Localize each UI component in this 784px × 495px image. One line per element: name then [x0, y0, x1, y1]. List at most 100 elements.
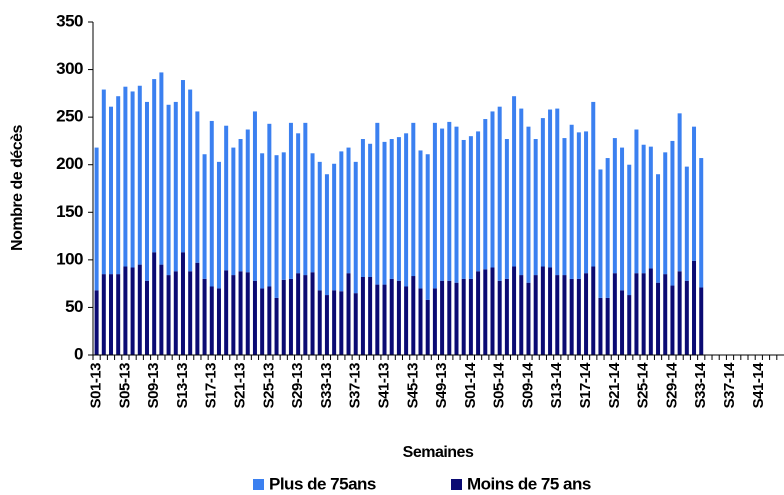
bar-segment [677, 113, 682, 272]
x-tick-label: S45-13 [404, 363, 421, 409]
bar-segment [123, 266, 128, 355]
bar-segment [684, 280, 689, 355]
bar-segment [490, 267, 495, 355]
bar-segment [454, 126, 459, 283]
bar-segment [382, 141, 387, 285]
x-tick-label: S09-13 [145, 363, 162, 409]
bar-segment [346, 273, 351, 355]
bar-segment [699, 158, 704, 288]
bar-segment [576, 278, 581, 355]
bar-segment [209, 286, 214, 355]
bar-segment [396, 137, 401, 281]
bar-segment [317, 290, 322, 355]
bar-segment [598, 297, 603, 355]
bar-segment [612, 273, 617, 355]
bar-segment [245, 129, 250, 273]
bar-segment [353, 293, 358, 355]
bar-segment [396, 280, 401, 355]
bar-segment [670, 140, 675, 286]
x-tick-label: S21-14 [606, 362, 623, 409]
x-tick-label: S05-13 [116, 363, 133, 409]
bar-segment [576, 132, 581, 279]
bar-segment [404, 286, 409, 355]
bar-segment [130, 91, 135, 268]
bar-segment [389, 139, 394, 279]
bar-segment [641, 273, 646, 355]
bar-segment [144, 101, 149, 281]
bar-segment [274, 155, 279, 298]
bar-segment [432, 122, 437, 289]
bar-segment [252, 280, 257, 355]
bar-segment [447, 280, 452, 355]
bar-segment [677, 271, 682, 355]
bar-segment [231, 147, 236, 276]
bar-segment [490, 111, 495, 268]
bar-segment [238, 271, 243, 355]
bar-segment [346, 147, 351, 274]
bar-segment [634, 129, 639, 274]
bar-segment [116, 96, 121, 275]
bar-segment [281, 279, 286, 355]
bar-segment [425, 299, 430, 355]
bar-segment [101, 89, 106, 275]
bar-segment [173, 101, 178, 272]
bar-segment [166, 104, 171, 276]
bar-segment [231, 275, 236, 355]
bar-segment [137, 264, 142, 355]
bar-segment [627, 164, 632, 296]
bar-segment [569, 278, 574, 355]
bar-segment [526, 282, 531, 355]
bar-segment [497, 280, 502, 355]
bar-segment [411, 122, 416, 277]
bar-segment [591, 101, 596, 267]
bar-segment [375, 122, 380, 285]
bar-segment [296, 133, 301, 274]
bar-segment [360, 139, 365, 277]
bar-segment [180, 80, 185, 253]
bar-segment [389, 278, 394, 355]
x-tick-label: S05-14 [491, 362, 508, 409]
bar-segment [296, 273, 301, 355]
bar-segment [152, 79, 157, 253]
bar-segment [310, 272, 315, 355]
y-axis-title: Nombre de décès [9, 124, 26, 250]
y-tick-label: 300 [56, 59, 83, 78]
bar-segment [447, 121, 452, 281]
bar-segment [324, 174, 329, 296]
x-tick-label: S13-13 [174, 363, 191, 409]
bar-segment [663, 152, 668, 275]
bar-segment [418, 288, 423, 355]
bar-segment [324, 295, 329, 355]
bar-segment [288, 122, 293, 279]
bar-segment [404, 133, 409, 287]
y-tick-label: 100 [56, 249, 83, 268]
bar-segment [360, 276, 365, 355]
bar-segment [202, 278, 207, 355]
bar-segment [245, 272, 250, 355]
bar-segment [656, 282, 661, 355]
bar-segment [274, 297, 279, 355]
bar-segment [620, 147, 625, 291]
x-tick-label: S29-14 [663, 362, 680, 409]
bar-segment [281, 152, 286, 280]
bar-segment [224, 270, 229, 355]
x-tick-label: S41-13 [375, 363, 392, 409]
bar-segment [418, 150, 423, 289]
bar-segment [605, 297, 610, 355]
bar-segment [612, 138, 617, 274]
bar-segment [159, 264, 164, 355]
bar-segment [497, 106, 502, 281]
bar-segment [476, 271, 481, 355]
bar-segment [519, 275, 524, 355]
y-tick-label: 0 [74, 344, 83, 363]
x-tick-label: S37-13 [347, 363, 364, 409]
bar-segment [519, 108, 524, 276]
bar-segment [339, 291, 344, 355]
bar-segment [605, 158, 610, 298]
bar-segment [144, 280, 149, 355]
bar-segment [526, 126, 531, 283]
bar-segment [548, 267, 553, 355]
bar-segment [260, 153, 265, 289]
bar-segment [267, 123, 272, 287]
